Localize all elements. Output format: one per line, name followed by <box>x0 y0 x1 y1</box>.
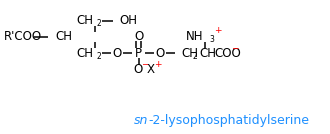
Text: O: O <box>133 63 142 76</box>
Text: R'COO: R'COO <box>4 30 42 43</box>
Text: O: O <box>134 30 143 43</box>
Text: O: O <box>113 47 122 60</box>
Text: CH: CH <box>182 47 198 60</box>
Text: CH: CH <box>76 47 93 60</box>
Text: 2: 2 <box>96 19 101 28</box>
Text: −: − <box>141 59 149 69</box>
Text: O: O <box>155 47 165 60</box>
Text: CH: CH <box>199 47 216 60</box>
Text: P: P <box>135 47 142 60</box>
Text: -2-lysophosphatidylserine: -2-lysophosphatidylserine <box>148 114 310 127</box>
Text: NH: NH <box>186 30 204 43</box>
Text: CH: CH <box>56 30 73 43</box>
Text: sn: sn <box>134 114 148 127</box>
Text: CH: CH <box>76 14 93 27</box>
Text: −: − <box>231 43 239 52</box>
Text: 2: 2 <box>96 52 101 61</box>
Text: 3: 3 <box>209 35 214 44</box>
Text: X: X <box>147 63 155 76</box>
Text: +: + <box>214 26 222 35</box>
Text: 2: 2 <box>192 52 197 61</box>
Text: OH: OH <box>119 14 137 27</box>
Text: COO: COO <box>214 47 241 60</box>
Text: +: + <box>153 59 161 69</box>
